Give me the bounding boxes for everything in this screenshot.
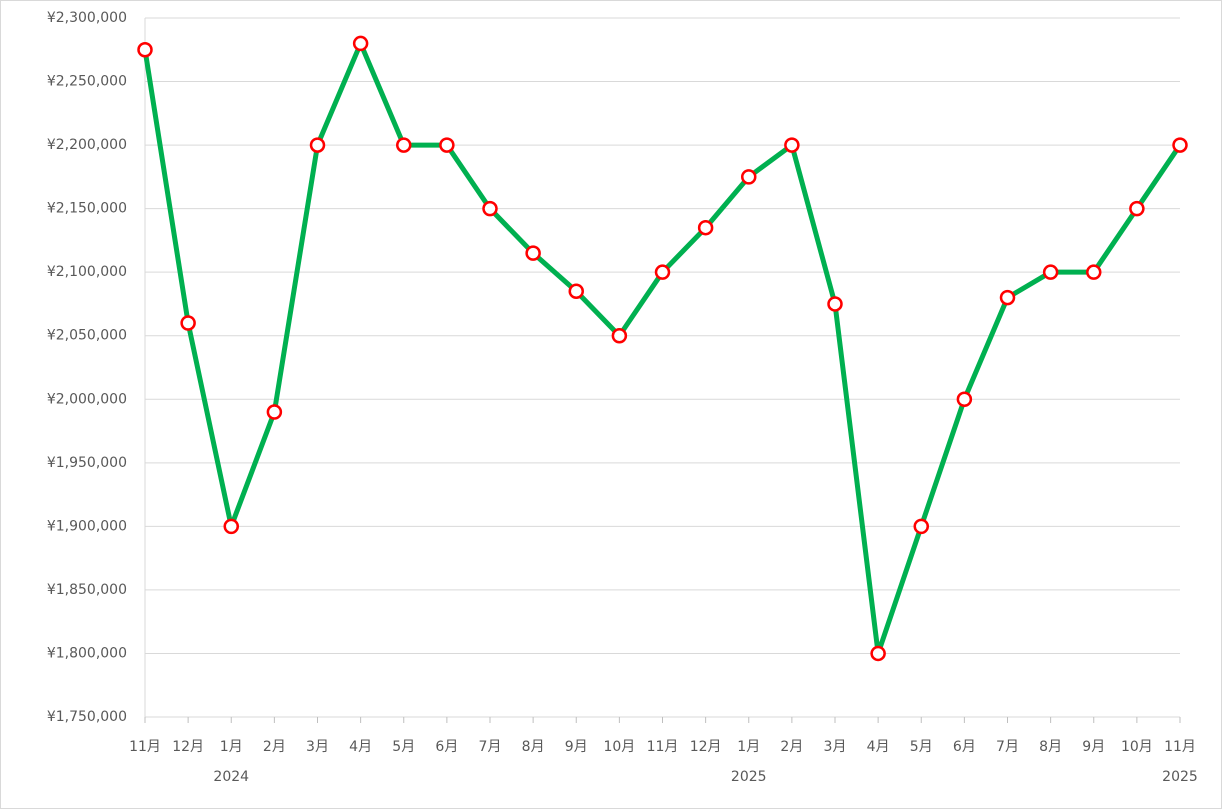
x-group-label: 2024 [213, 769, 249, 785]
x-tick-label: 4月 [349, 739, 372, 755]
x-tick-label: 3月 [824, 739, 847, 755]
data-point [999, 289, 1016, 306]
data-point [697, 219, 714, 236]
y-tick-label: ¥2,150,000 [47, 201, 127, 217]
x-tick-label: 2月 [780, 739, 803, 755]
y-tick-label: ¥2,300,000 [47, 10, 127, 26]
x-tick-label: 11月 [1164, 739, 1196, 755]
y-tick-label: ¥2,100,000 [47, 264, 127, 280]
data-point [784, 137, 800, 153]
x-tick-label: 12月 [690, 739, 722, 755]
y-tick-label: ¥1,900,000 [47, 518, 127, 534]
x-tick-label: 5月 [392, 739, 415, 755]
y-tick-label: ¥1,850,000 [47, 582, 127, 598]
data-point [654, 264, 671, 280]
x-tick-label: 11月 [647, 739, 679, 755]
data-point [482, 200, 498, 217]
y-tick-label: ¥2,050,000 [47, 328, 127, 344]
x-group-label: 2025 [731, 769, 767, 785]
data-point [1086, 264, 1102, 280]
y-tick-label: ¥2,250,000 [47, 74, 127, 90]
data-point [611, 327, 628, 344]
data-point [1129, 200, 1145, 217]
x-group-label: 2025 [1162, 769, 1198, 785]
x-tick-label: 6月 [953, 739, 976, 755]
data-point [137, 42, 153, 58]
data-point [1042, 264, 1059, 280]
x-tick-label: 8月 [1039, 739, 1062, 755]
y-tick-label: ¥1,950,000 [47, 455, 127, 471]
data-point [309, 137, 326, 153]
data-point [266, 404, 283, 420]
data-point [439, 137, 455, 153]
x-tick-label: 8月 [522, 739, 545, 755]
x-tick-label: 2月 [263, 739, 286, 755]
y-tick-label: ¥2,000,000 [47, 391, 127, 407]
data-point [396, 137, 412, 153]
data-point [223, 518, 239, 535]
data-point [870, 645, 886, 662]
x-tick-label: 9月 [1082, 739, 1105, 755]
y-tick-label: ¥1,800,000 [47, 645, 127, 661]
y-tick-label: ¥1,750,000 [47, 709, 127, 725]
data-point [741, 169, 757, 185]
y-tick-label: ¥2,200,000 [47, 137, 127, 153]
data-point [956, 391, 973, 408]
x-tick-label: 12月 [172, 739, 204, 755]
x-tick-label: 5月 [910, 739, 933, 755]
x-tick-label: 3月 [306, 739, 329, 755]
data-point [913, 518, 929, 535]
data-point [827, 296, 843, 312]
x-tick-label: 11月 [129, 739, 161, 755]
x-tick-label: 7月 [479, 739, 502, 755]
x-tick-label: 10月 [1121, 739, 1153, 755]
data-point [525, 245, 541, 261]
data-point [568, 283, 584, 299]
x-tick-label: 10月 [603, 739, 635, 755]
data-point [352, 35, 369, 52]
data-point [180, 315, 196, 331]
data-point [1172, 137, 1188, 153]
x-tick-label: 1月 [737, 739, 760, 755]
x-tick-label: 1月 [220, 739, 243, 755]
x-tick-label: 4月 [867, 739, 890, 755]
x-tick-label: 6月 [435, 739, 458, 755]
x-tick-label: 9月 [565, 739, 588, 755]
x-tick-label: 7月 [996, 739, 1019, 755]
